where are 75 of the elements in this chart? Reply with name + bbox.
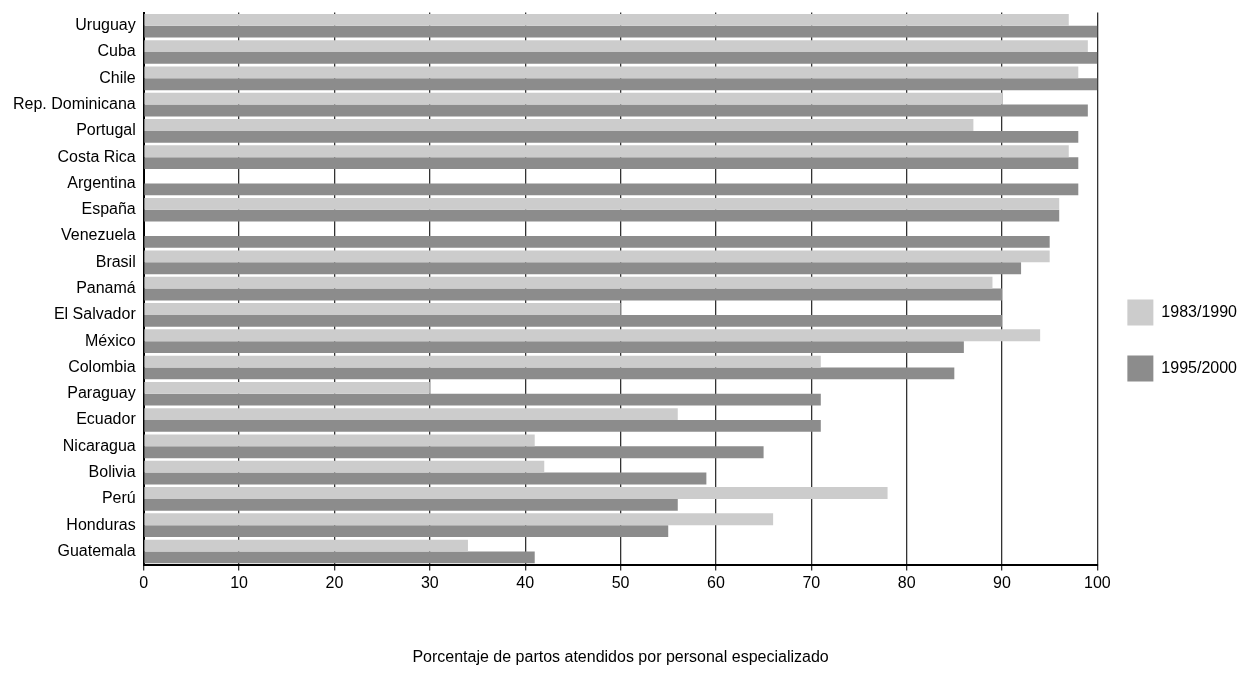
bar bbox=[144, 539, 468, 552]
bar bbox=[144, 314, 1002, 327]
y-tick-label: Rep. Dominicana bbox=[12, 95, 136, 113]
bar bbox=[144, 209, 1060, 222]
y-tick-label: Venezuela bbox=[60, 226, 136, 244]
bar bbox=[144, 52, 1098, 64]
bar bbox=[144, 262, 1022, 275]
x-tick-label: 70 bbox=[802, 573, 821, 591]
bar bbox=[144, 13, 1069, 26]
y-tick-label: México bbox=[85, 331, 136, 349]
legend-label: 1983/1990 bbox=[1161, 302, 1238, 320]
y-tick-label: Guatemala bbox=[57, 541, 136, 559]
bar bbox=[144, 303, 621, 315]
bar bbox=[144, 513, 774, 526]
bar bbox=[144, 381, 430, 394]
bar bbox=[144, 183, 1079, 196]
y-tick-label: Cuba bbox=[97, 42, 136, 60]
bar bbox=[144, 355, 821, 368]
bar bbox=[144, 288, 1002, 301]
bar bbox=[144, 525, 669, 537]
y-tick-label: España bbox=[81, 200, 136, 218]
y-tick-label: Paraguay bbox=[67, 384, 136, 402]
bar bbox=[144, 551, 535, 564]
y-tick-label: Honduras bbox=[66, 515, 136, 533]
bar bbox=[144, 92, 1002, 105]
bar bbox=[144, 276, 993, 289]
bar bbox=[144, 472, 707, 485]
x-tick-label: 30 bbox=[420, 573, 439, 591]
bar bbox=[144, 329, 1041, 342]
y-tick-label: Costa Rica bbox=[57, 147, 136, 165]
y-tick-label: Portugal bbox=[76, 121, 136, 139]
legend-label: 1995/2000 bbox=[1161, 358, 1238, 376]
bar bbox=[144, 157, 1079, 169]
y-tick-label: Uruguay bbox=[75, 16, 136, 34]
x-axis-title: Porcentaje de partos atendidos por personal especializado bbox=[412, 647, 829, 665]
bar bbox=[144, 367, 955, 380]
bar bbox=[144, 104, 1088, 117]
x-tick-label: 80 bbox=[897, 573, 916, 591]
bar bbox=[144, 420, 821, 432]
bar bbox=[144, 130, 1079, 143]
bar bbox=[144, 236, 1050, 248]
x-tick-label: 40 bbox=[516, 573, 535, 591]
bar bbox=[144, 341, 964, 353]
bar bbox=[144, 197, 1060, 210]
y-tick-label: Brasil bbox=[95, 252, 136, 270]
x-tick-label: 60 bbox=[707, 573, 725, 591]
y-tick-label: Perú bbox=[101, 489, 136, 507]
y-tick-label: El Salvador bbox=[53, 305, 137, 323]
bar bbox=[144, 487, 888, 499]
y-tick-label: Colombia bbox=[68, 357, 136, 375]
y-tick-label: Ecuador bbox=[76, 410, 137, 428]
y-tick-label: Argentina bbox=[67, 173, 136, 191]
bar bbox=[144, 250, 1050, 263]
bar bbox=[144, 446, 764, 459]
x-tick-label: 10 bbox=[230, 573, 249, 591]
bar bbox=[144, 145, 1069, 158]
bar bbox=[144, 25, 1098, 38]
bar bbox=[144, 119, 974, 131]
y-tick-label: Panamá bbox=[76, 279, 136, 297]
x-tick-label: 50 bbox=[611, 573, 630, 591]
x-tick-label: 20 bbox=[325, 573, 344, 591]
y-tick-label: Chile bbox=[99, 68, 136, 86]
bar bbox=[144, 40, 1088, 53]
bar bbox=[144, 78, 1098, 91]
bar bbox=[144, 498, 678, 511]
bar bbox=[144, 408, 678, 421]
x-tick-label: 100 bbox=[1084, 573, 1111, 591]
bar bbox=[144, 393, 821, 406]
x-tick-label: 0 bbox=[139, 573, 149, 591]
bar bbox=[144, 460, 545, 473]
x-tick-label: 90 bbox=[993, 573, 1011, 591]
bar bbox=[144, 434, 535, 447]
bar bbox=[144, 66, 1079, 79]
y-tick-label: Bolivia bbox=[88, 463, 136, 481]
y-tick-label: Nicaragua bbox=[62, 436, 136, 454]
